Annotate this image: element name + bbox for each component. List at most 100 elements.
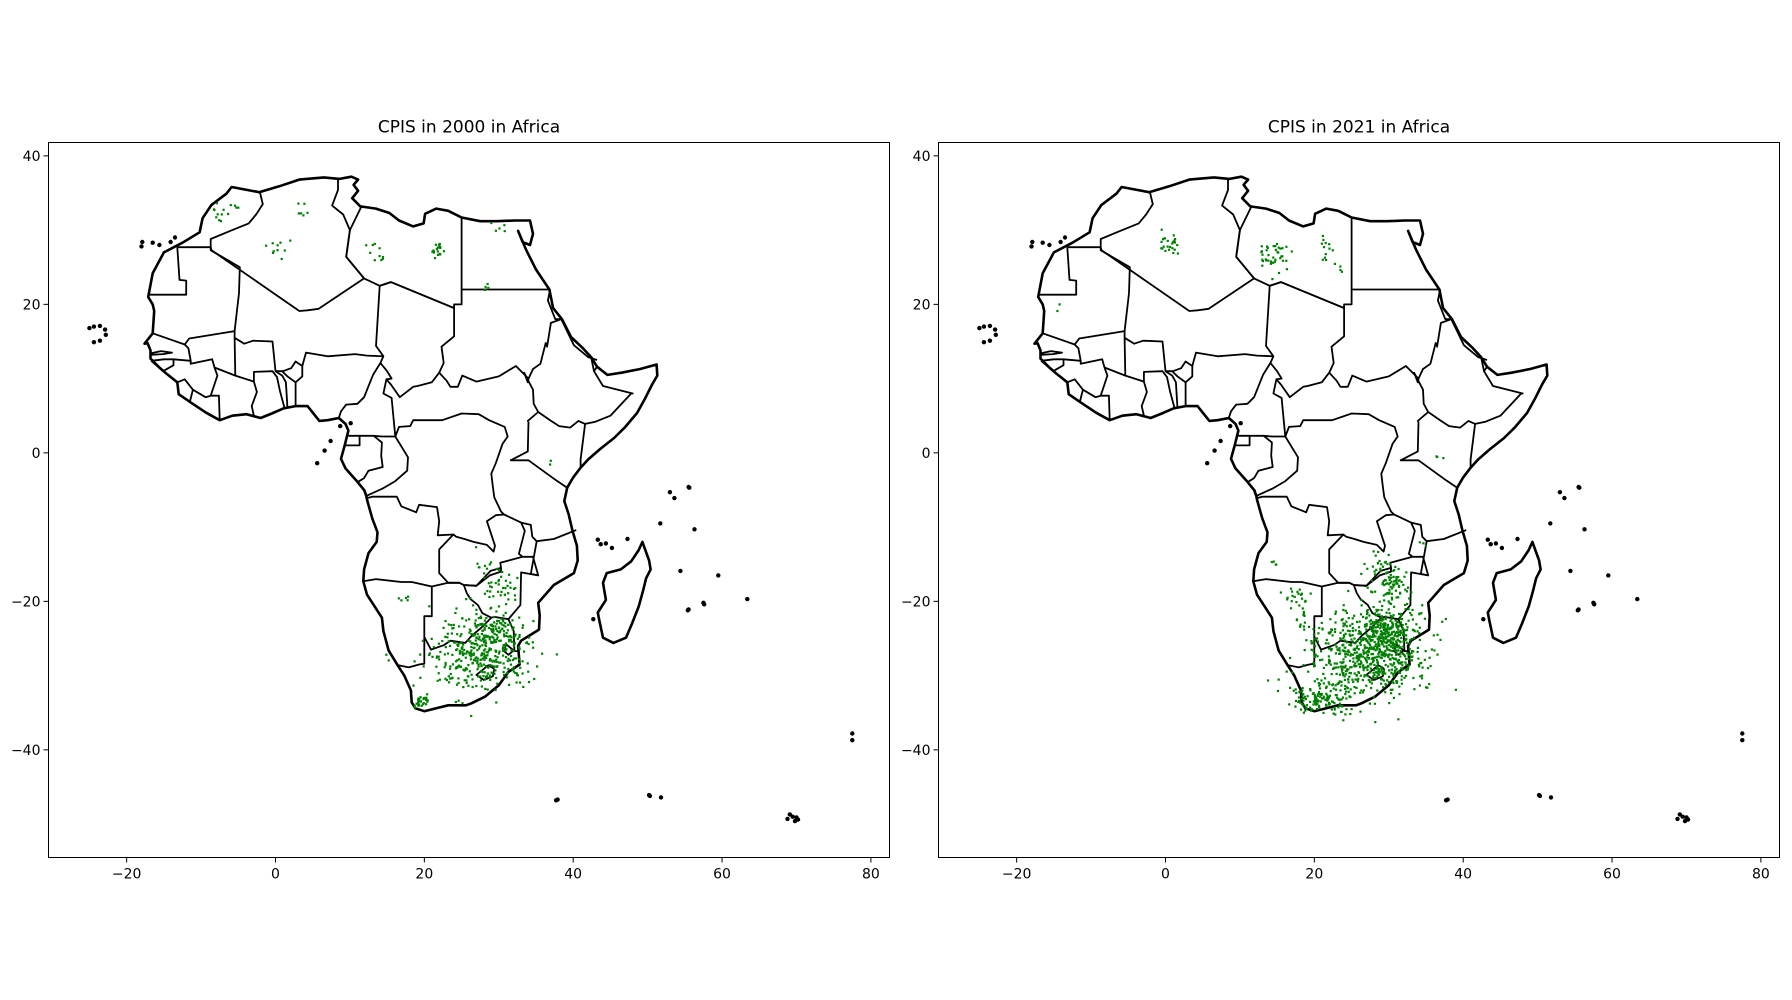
country-border (184, 343, 192, 361)
cpis-point (1315, 708, 1319, 711)
basemap (87, 175, 855, 824)
island (91, 340, 97, 345)
cpis-point (1388, 578, 1391, 581)
cpis-point (1307, 625, 1311, 628)
cpis-point (1343, 650, 1346, 653)
cpis-point (1322, 695, 1325, 698)
cpis-point (1298, 699, 1301, 703)
cpis-point (1342, 622, 1345, 625)
cpis-point (1346, 650, 1349, 653)
cpis-point (482, 639, 485, 642)
cpis-point (1356, 660, 1359, 663)
cpis-point (436, 250, 439, 253)
cpis-point (504, 656, 508, 659)
cpis-point (505, 648, 508, 651)
cpis-point (497, 652, 501, 655)
x-tick-label: 40 (1454, 867, 1472, 883)
cpis-point (1316, 678, 1319, 681)
cpis-point (1381, 673, 1384, 676)
cpis-point (1395, 641, 1398, 644)
cpis-point (1391, 656, 1394, 660)
cpis-point (1378, 645, 1381, 648)
cpis-point (477, 675, 480, 678)
cpis-point (1383, 584, 1386, 587)
cpis-point (444, 663, 447, 666)
cpis-point (1397, 579, 1400, 582)
cpis-point (1388, 592, 1391, 595)
cpis-point (1316, 640, 1319, 643)
cpis-point (1416, 650, 1419, 654)
cpis-point (1339, 265, 1342, 268)
cpis-point (276, 244, 279, 247)
cpis-point (1400, 682, 1403, 685)
cpis-point (1320, 693, 1323, 697)
cpis-point (1173, 239, 1176, 242)
country-border (1328, 513, 1416, 587)
cpis-point (1355, 665, 1358, 668)
cpis-point (1394, 648, 1397, 651)
cpis-point (1303, 649, 1306, 652)
cpis-point (1389, 663, 1392, 666)
cpis-point (1404, 639, 1407, 642)
cpis-point (1411, 608, 1414, 611)
cpis-point (489, 658, 492, 661)
cpis-point (465, 650, 469, 653)
cpis-point (1341, 644, 1344, 647)
cpis-point (1388, 628, 1391, 631)
cpis-point (470, 649, 473, 652)
cpis-point (1386, 582, 1389, 585)
cpis-point (497, 583, 500, 586)
cpis-point (1430, 648, 1433, 651)
cpis-point (1286, 598, 1289, 601)
cpis-point (1384, 683, 1387, 686)
cpis-point (484, 644, 488, 648)
cpis-point (526, 662, 529, 665)
cpis-point (1393, 672, 1396, 675)
cpis-point (1335, 672, 1338, 675)
cpis-point (1329, 630, 1332, 634)
country-border (214, 366, 258, 416)
cpis-point (1399, 621, 1403, 624)
cpis-point (276, 249, 279, 252)
cpis-point (1417, 663, 1420, 666)
cpis-point (1394, 633, 1397, 636)
cpis-point (497, 626, 501, 629)
cpis-point (1391, 673, 1394, 676)
cpis-point (495, 665, 498, 668)
cpis-point (1396, 660, 1399, 663)
island (172, 235, 178, 240)
cpis-point (1442, 457, 1445, 460)
cpis-point (1357, 655, 1360, 658)
cpis-point (478, 635, 481, 638)
y-tick-label: −40 (901, 743, 931, 759)
cpis-point (474, 659, 477, 662)
cpis-point (1312, 700, 1315, 703)
cpis-point (1389, 614, 1392, 617)
country-border (1079, 389, 1084, 402)
cpis-point (1332, 687, 1335, 690)
cpis-point (1358, 656, 1361, 659)
cpis-point (484, 678, 487, 681)
cpis-point (272, 250, 275, 253)
cpis-point (1390, 637, 1393, 640)
cpis-point (1338, 680, 1341, 683)
cpis-point (1377, 620, 1380, 623)
cpis-point (1353, 686, 1356, 689)
cpis-point (528, 636, 531, 639)
cpis-point (1164, 249, 1167, 252)
cpis-point (1345, 686, 1348, 689)
cpis-point (1056, 309, 1059, 313)
cpis-point (1372, 659, 1375, 662)
cpis-point (436, 246, 439, 249)
cpis-point (1385, 627, 1389, 631)
cpis-point (1302, 625, 1305, 628)
cpis-point (1395, 680, 1398, 683)
cpis-point (419, 653, 422, 656)
cpis-point (1389, 602, 1393, 605)
cpis-point (1279, 257, 1282, 260)
country-border (1185, 366, 1194, 383)
cpis-point (1378, 635, 1381, 639)
country-border (253, 370, 286, 408)
cpis-point (483, 636, 486, 639)
country-border (560, 318, 598, 361)
